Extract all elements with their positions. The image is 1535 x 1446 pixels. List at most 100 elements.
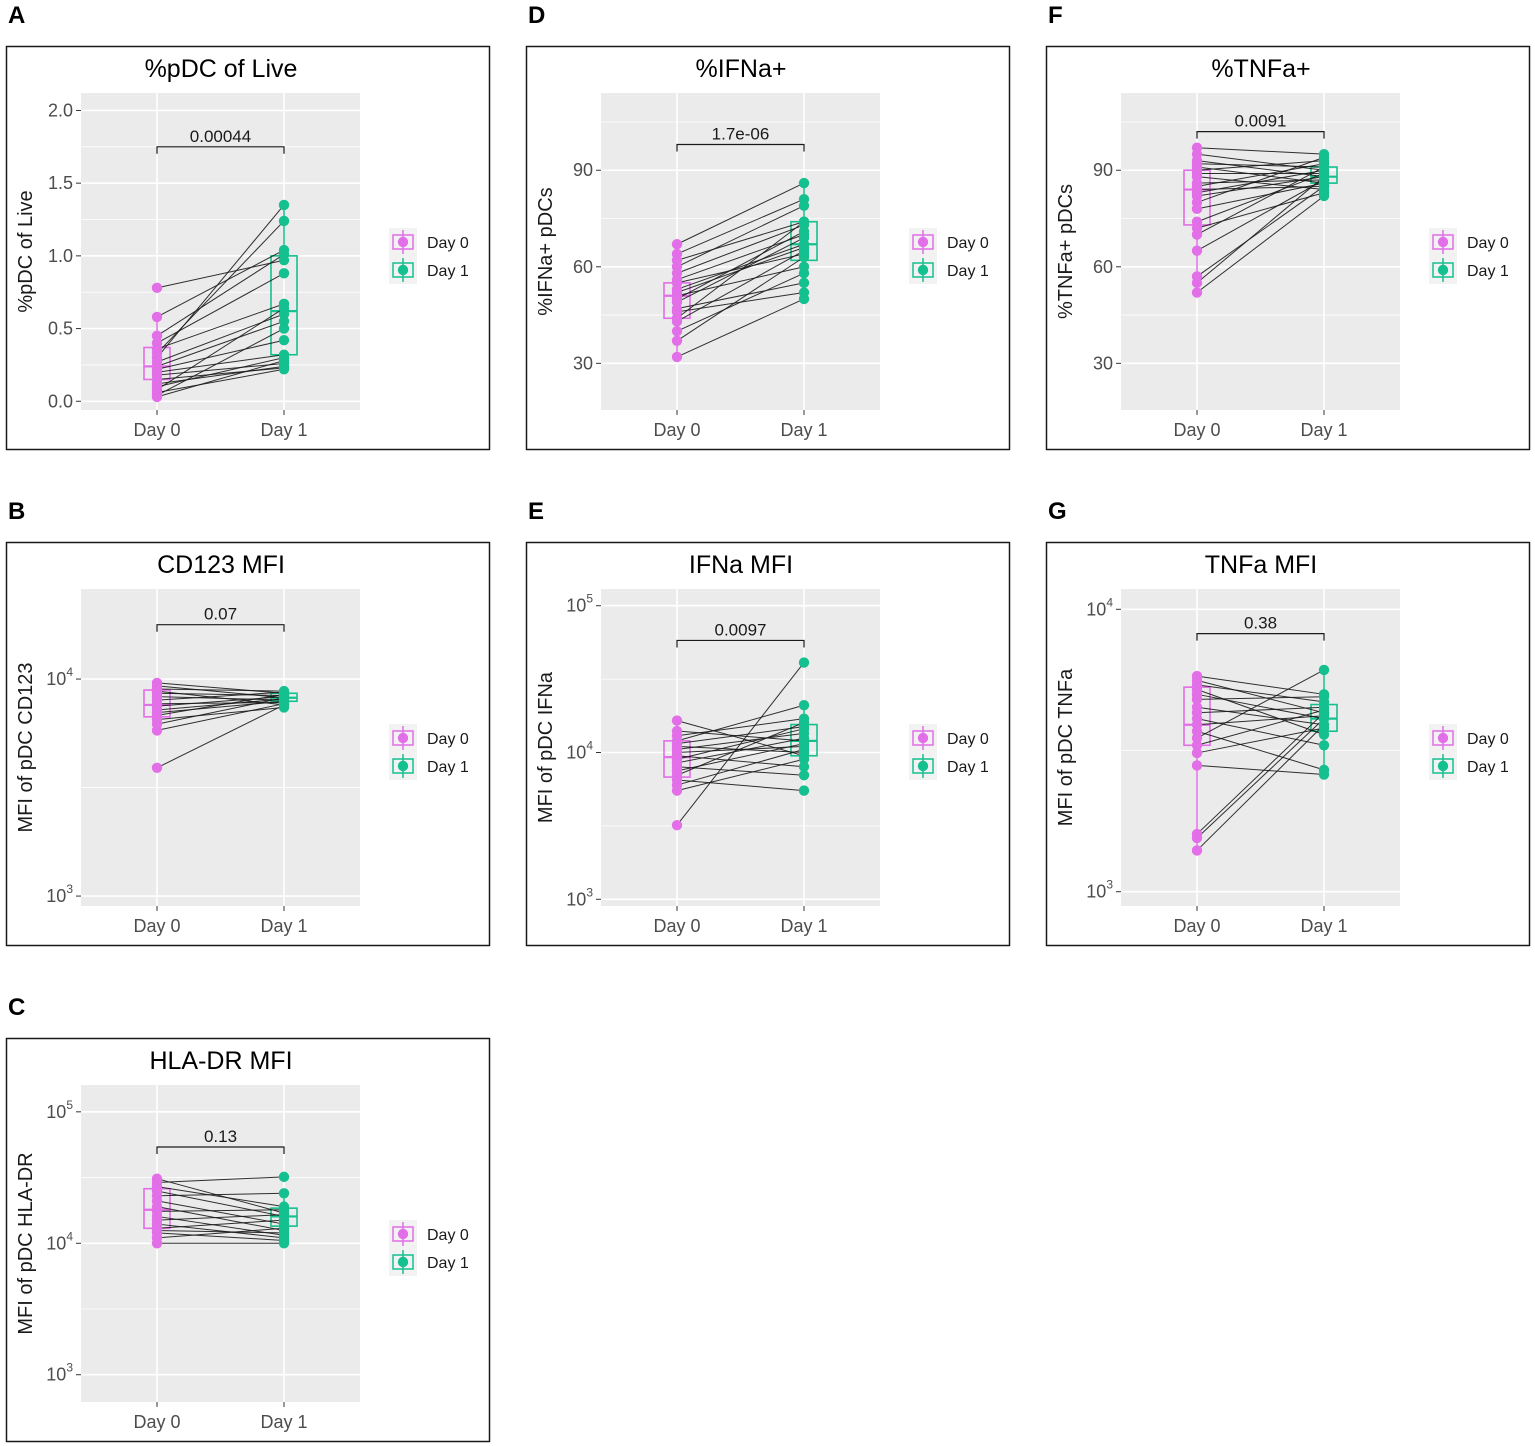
chart-title: %pDC of Live: [145, 55, 298, 83]
paired-line: [676, 718, 805, 737]
significance-bracket: [156, 1146, 285, 1154]
paired-line: [156, 706, 285, 721]
paired-line: [156, 354, 285, 373]
point-day1: [278, 215, 290, 227]
legend-label: Day 0: [947, 731, 989, 748]
point-day0: [671, 316, 683, 327]
paired-line: [156, 703, 285, 731]
panel-letter: A: [8, 2, 25, 29]
legend-item-day0: Day 0: [389, 724, 469, 752]
paired-line: [156, 357, 285, 388]
paired-line: [676, 221, 805, 319]
y-tick-label: 103: [46, 882, 73, 906]
legend-key-box: [912, 758, 934, 774]
x-tick-label: Day 1: [260, 1412, 307, 1432]
point-day1: [1318, 719, 1330, 730]
point-day0: [1191, 287, 1203, 298]
paired-line: [156, 691, 285, 701]
panel-a: A %pDC of Live 0.0 0.5 1.0 1.5 2.0 Day 0 Day 1 %p…: [5, 2, 491, 451]
legend-item-day0: Day 0: [1429, 724, 1509, 752]
paired-line: [676, 720, 805, 757]
point-day1: [1318, 190, 1330, 202]
point-day0: [1191, 845, 1203, 856]
panel-f: F %TNFa+ 30 60 90 Day 0 Day 1 %TNFa+ pDCs 0.0091…: [1045, 2, 1531, 451]
paired-line: [1196, 727, 1325, 754]
significance-bracket: [1196, 633, 1325, 641]
p-value-label: 1.7e-06: [712, 124, 770, 143]
point-day0: [1191, 732, 1203, 744]
paired-line: [676, 243, 805, 290]
paired-line: [676, 722, 805, 776]
point-day1: [798, 277, 810, 289]
point-day1: [798, 216, 810, 227]
x-tick-label: Day 0: [1173, 916, 1220, 936]
legend-item-day0: Day 0: [909, 228, 989, 256]
significance-bracket: [1196, 131, 1325, 139]
x-tick-label: Day 0: [133, 916, 180, 936]
paired-line: [156, 1178, 285, 1214]
point-day1: [798, 200, 810, 211]
legend-key-point: [1437, 236, 1449, 248]
y-tick-base: 10: [46, 669, 66, 689]
legend-key-box: [912, 730, 934, 746]
point-day1: [1318, 769, 1330, 780]
paired-line: [1196, 166, 1325, 236]
point-day1: [798, 744, 810, 755]
legend-label: Day 1: [1467, 263, 1509, 280]
legend-label: Day 1: [1467, 759, 1509, 776]
paired-line: [156, 697, 285, 725]
paired-line: [676, 745, 805, 754]
y-tick-exponent: 5: [66, 1098, 73, 1112]
paired-line: [676, 766, 805, 776]
chart-title: %IFNa+: [695, 55, 786, 83]
legend-item-day1: Day 1: [1429, 256, 1509, 284]
paired-line: [676, 256, 805, 342]
point-day1: [1318, 664, 1330, 676]
paired-line: [156, 339, 285, 370]
x-tick-label: Day 1: [1300, 916, 1347, 936]
paired-line: [156, 1214, 285, 1221]
legend-key-point: [917, 760, 929, 772]
paired-line: [676, 779, 805, 792]
legend-label: Day 1: [427, 263, 469, 280]
point-day0: [1191, 747, 1203, 759]
paired-line: [1196, 169, 1325, 194]
legend-label: Day 1: [427, 759, 469, 776]
paired-line: [156, 1176, 285, 1183]
y-tick-base: 10: [566, 889, 586, 909]
paired-line: [676, 737, 805, 764]
paired-line: [156, 303, 285, 350]
significance-bracket: [156, 146, 285, 154]
point-day0: [1191, 203, 1203, 215]
paired-line: [156, 693, 285, 716]
y-tick-base: 10: [1086, 882, 1106, 902]
legend-key-box: [392, 758, 414, 774]
legend-key-point: [397, 1256, 409, 1268]
point-day0: [1191, 740, 1203, 751]
x-tick-label: Day 1: [260, 916, 307, 936]
y-tick-label: 104: [1086, 595, 1113, 619]
y-tick-label: 2.0: [48, 100, 73, 120]
y-tick-label: 105: [566, 592, 593, 616]
y-tick-exponent: 5: [586, 592, 593, 606]
plot-background: [601, 589, 880, 906]
paired-line: [1196, 718, 1325, 839]
y-axis-label: %IFNa+ pDCs: [535, 187, 557, 315]
legend-item-day1: Day 1: [389, 256, 469, 284]
y-axis-label: MFI of pDC CD123: [15, 662, 37, 832]
paired-line: [676, 704, 805, 742]
paired-line: [156, 1230, 285, 1234]
y-tick-exponent: 3: [66, 882, 73, 896]
paired-line: [156, 1209, 285, 1212]
paired-line: [1196, 689, 1325, 736]
paired-line: [1196, 160, 1325, 171]
paired-line: [676, 221, 805, 261]
paired-line: [156, 253, 285, 337]
paired-line: [1196, 730, 1325, 771]
point-day0: [671, 239, 683, 250]
panel-letter: B: [8, 498, 25, 525]
paired-line: [1196, 192, 1325, 229]
legend-key-box: [392, 234, 414, 250]
point-day0: [671, 819, 683, 831]
